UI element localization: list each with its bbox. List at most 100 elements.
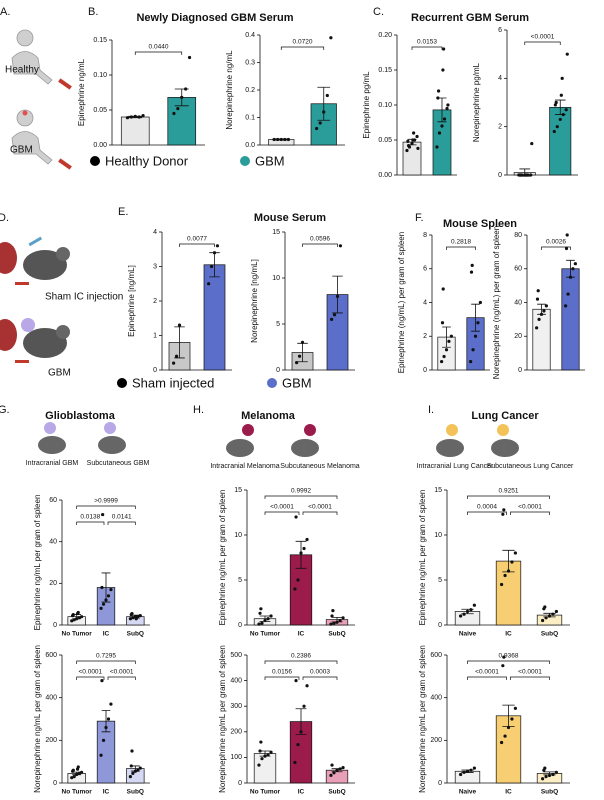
data-point bbox=[459, 614, 463, 618]
y-tick-label: 0.15 bbox=[93, 37, 107, 44]
significance-bracket bbox=[467, 660, 550, 664]
data-point bbox=[260, 621, 264, 625]
significance-bracket bbox=[467, 495, 550, 499]
data-point bbox=[299, 730, 303, 734]
p-value: 0.0156 bbox=[272, 669, 292, 676]
data-point bbox=[564, 108, 568, 112]
y-tick-label: 5 bbox=[238, 577, 242, 584]
data-point bbox=[263, 618, 267, 623]
data-point bbox=[332, 771, 336, 775]
data-point bbox=[293, 587, 297, 591]
data-point bbox=[138, 766, 142, 770]
illustration-label: Intracranial GBM bbox=[26, 460, 79, 467]
y-tick-label: 40 bbox=[49, 539, 57, 546]
data-point bbox=[338, 618, 342, 623]
y-tick-label: 0.10 bbox=[378, 102, 392, 109]
p-value: <0.0001 bbox=[270, 504, 294, 511]
data-point bbox=[565, 233, 569, 237]
significance-bracket bbox=[467, 676, 507, 680]
y-axis-label: Epinephrine ng/mL bbox=[77, 58, 86, 126]
data-point bbox=[406, 139, 410, 143]
data-point bbox=[318, 121, 322, 125]
data-point bbox=[544, 304, 548, 308]
y-axis-label: Norepinephrine ng/mL bbox=[225, 50, 234, 130]
significance-bracket bbox=[76, 660, 136, 664]
data-point bbox=[258, 611, 262, 615]
data-point bbox=[436, 89, 441, 93]
data-point bbox=[554, 100, 558, 105]
illustration-label: GBM bbox=[48, 368, 71, 379]
data-point bbox=[75, 617, 79, 621]
data-point bbox=[207, 282, 211, 286]
y-tick-label: 0 bbox=[276, 367, 280, 374]
data-point bbox=[573, 262, 577, 266]
y-tick-label: 0.05 bbox=[378, 137, 392, 144]
x-tick-label: IC bbox=[103, 789, 110, 796]
significance-bracket bbox=[524, 41, 561, 45]
y-tick-label: 600 bbox=[45, 652, 57, 659]
data-point bbox=[260, 757, 264, 761]
data-point bbox=[131, 771, 135, 776]
data-point bbox=[109, 702, 113, 706]
y-axis-label: Epinephrine ng/mL per gram of spleen bbox=[33, 495, 42, 631]
y-axis-label: Norepinephrine pg/mL bbox=[472, 62, 481, 142]
y-axis-label: Norepinephrine (ng/mL) per gram of splee… bbox=[492, 226, 501, 379]
y-tick-label: 2 bbox=[423, 333, 427, 340]
data-point bbox=[568, 275, 573, 279]
data-point bbox=[331, 609, 335, 613]
data-point bbox=[300, 340, 305, 344]
data-point bbox=[541, 777, 545, 781]
error-bar bbox=[295, 540, 307, 569]
p-value: 0.0004 bbox=[477, 504, 497, 511]
data-point bbox=[296, 578, 300, 582]
data-point bbox=[341, 616, 345, 620]
panel-title: Recurrent GBM Serum bbox=[411, 12, 529, 24]
significance-bracket bbox=[446, 246, 476, 250]
y-tick-label: 0.00 bbox=[93, 142, 107, 149]
data-point bbox=[554, 609, 558, 614]
data-point bbox=[555, 125, 559, 129]
p-value: <0.0001 bbox=[531, 34, 555, 41]
error-bar bbox=[101, 572, 111, 603]
data-point bbox=[133, 114, 137, 118]
y-tick-label: 0 bbox=[518, 367, 522, 374]
data-point bbox=[564, 246, 569, 251]
p-value: 0.7295 bbox=[96, 653, 116, 660]
significance-bracket bbox=[179, 243, 215, 247]
data-point bbox=[445, 106, 449, 111]
data-point bbox=[335, 294, 340, 298]
data-point bbox=[136, 768, 140, 772]
data-point bbox=[266, 753, 270, 757]
legend-label: GBM bbox=[282, 375, 312, 390]
y-tick-label: 200 bbox=[430, 737, 442, 744]
data-point bbox=[539, 312, 544, 316]
data-point bbox=[406, 144, 411, 148]
p-value: 0.9368 bbox=[499, 653, 519, 660]
data-point bbox=[101, 512, 105, 517]
y-tick-label: 0 bbox=[153, 367, 157, 374]
x-tick-label: SubQ bbox=[541, 789, 558, 796]
panel-letter: B. bbox=[88, 6, 98, 18]
x-tick-label: SubQ bbox=[328, 631, 345, 638]
p-value: 0.9992 bbox=[291, 488, 311, 495]
data-point bbox=[129, 115, 133, 119]
data-point bbox=[510, 560, 514, 564]
data-point bbox=[513, 551, 517, 555]
data-point bbox=[503, 734, 507, 738]
data-point bbox=[77, 616, 81, 620]
y-tick-label: 100 bbox=[230, 754, 242, 761]
significance-bracket bbox=[76, 521, 105, 525]
y-tick-label: 0 bbox=[438, 622, 442, 629]
y-axis-label: Epinephrine pg/mL bbox=[362, 71, 371, 139]
data-point bbox=[478, 300, 482, 305]
x-tick-label: IC bbox=[505, 789, 512, 796]
y-tick-label: 0.00 bbox=[378, 172, 392, 179]
data-point bbox=[435, 145, 439, 149]
data-point bbox=[302, 546, 306, 551]
data-point bbox=[473, 334, 478, 338]
data-point bbox=[70, 776, 74, 780]
y-tick-label: 3 bbox=[153, 263, 157, 270]
significance-bracket bbox=[134, 51, 183, 55]
significance-bracket bbox=[264, 495, 338, 499]
data-point bbox=[558, 117, 562, 122]
